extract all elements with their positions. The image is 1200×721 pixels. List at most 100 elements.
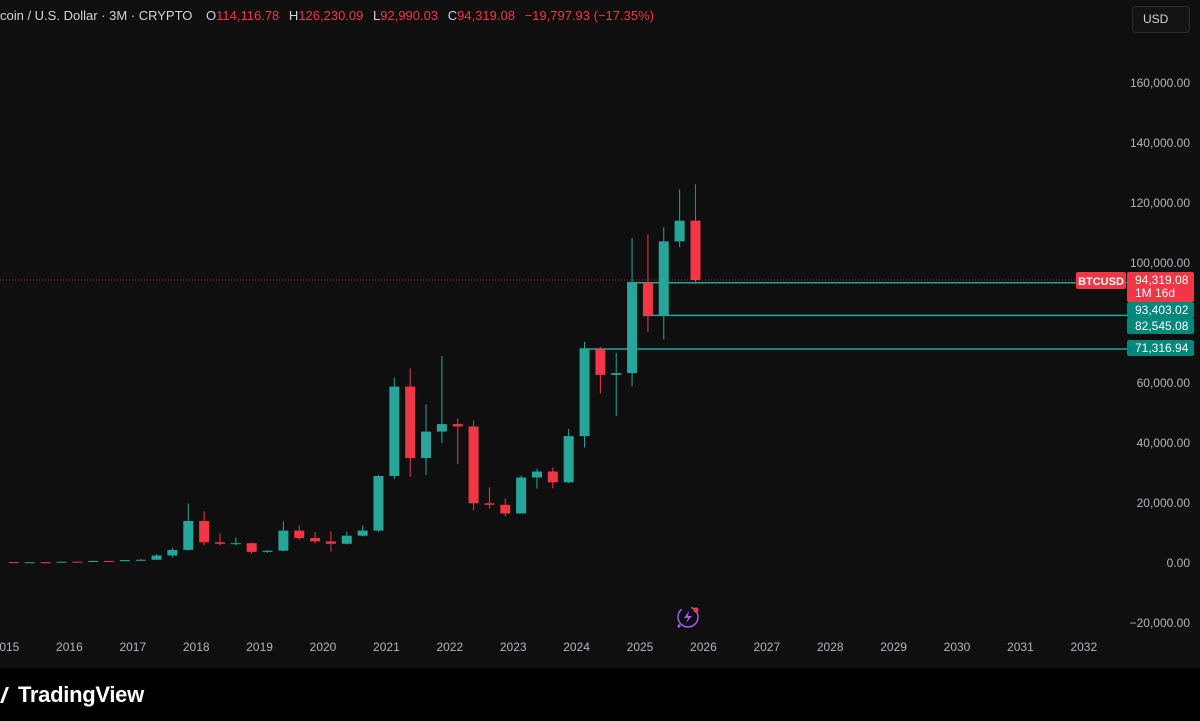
change-value: −19,797.93 (−17.35%) <box>524 8 654 23</box>
candle <box>230 537 241 546</box>
close-value: 94,319.08 <box>457 8 515 23</box>
x-tick-label: 2019 <box>246 640 273 654</box>
price-badge-bg <box>1127 272 1194 302</box>
candle <box>658 227 669 340</box>
price-badge: 94,319.08 <box>1135 273 1189 287</box>
candle <box>119 560 130 562</box>
candle <box>262 550 273 553</box>
candle <box>135 558 146 561</box>
footer-bar: TradingView <box>0 668 1200 721</box>
candle-body <box>436 424 447 432</box>
y-tick-label: 100,000.00 <box>1130 256 1190 270</box>
x-tick-label: 2020 <box>310 640 337 654</box>
candle-body <box>72 561 83 563</box>
candle-body <box>135 559 146 561</box>
y-tick-label: 120,000.00 <box>1130 196 1190 210</box>
candle <box>642 234 653 332</box>
candle-body <box>611 373 622 375</box>
candle-body <box>183 521 194 550</box>
candle <box>579 341 590 448</box>
open-value: 114,116.78 <box>216 8 280 23</box>
x-tick-label: 2021 <box>373 640 400 654</box>
line2-badge: 82,545.08 <box>1135 319 1189 333</box>
candle <box>8 562 19 564</box>
candle-body <box>199 521 210 543</box>
candle <box>595 347 606 394</box>
candle <box>199 511 210 546</box>
candle <box>389 377 400 479</box>
high-label: H <box>288 8 299 23</box>
candle-body <box>389 386 400 476</box>
candle-body <box>531 471 542 478</box>
x-tick-label: 2015 <box>0 640 20 654</box>
candles <box>8 184 701 564</box>
candle-body <box>452 424 463 427</box>
open-label: O <box>206 8 217 23</box>
y-tick-label: 40,000.00 <box>1137 436 1191 450</box>
candle <box>341 531 352 545</box>
candle <box>88 560 99 562</box>
candle <box>627 238 638 387</box>
candle <box>167 548 178 558</box>
candle-body <box>294 530 305 539</box>
currency-selector[interactable]: USD <box>1132 6 1190 33</box>
x-tick-label: 2026 <box>690 640 717 654</box>
y-tick-label: −20,000.00 <box>1130 616 1191 630</box>
x-tick-label: 2022 <box>436 640 463 654</box>
candle-body <box>214 542 225 544</box>
tradingview-logo[interactable]: TradingView <box>0 678 144 712</box>
candle <box>690 184 701 285</box>
x-tick-label: 2017 <box>119 640 146 654</box>
candle <box>452 418 463 465</box>
candle <box>56 561 67 563</box>
candle-body <box>310 538 321 542</box>
candle-body <box>563 436 574 483</box>
candle <box>436 356 447 443</box>
candle-body <box>674 220 685 242</box>
time-axis[interactable]: 2015 2016 2017 2018 2019 2020 2021 2022 2023 2024… <box>0 640 1097 654</box>
candle <box>611 353 622 416</box>
candle-body <box>373 476 384 531</box>
candle <box>484 487 495 509</box>
low-label: L <box>373 8 381 23</box>
candle <box>547 467 558 489</box>
x-tick-label: 2029 <box>880 640 907 654</box>
candle-body <box>325 541 336 544</box>
candle-body <box>468 426 479 504</box>
candle <box>151 554 162 560</box>
candle-body <box>88 560 99 562</box>
candle <box>468 420 479 511</box>
candle <box>294 525 305 540</box>
candle <box>104 560 115 562</box>
candle-body <box>484 503 495 505</box>
candle <box>674 189 685 248</box>
line2-badge-bg <box>1127 318 1194 334</box>
candle-body <box>24 562 35 564</box>
countdown-badge: 1M 16d <box>1135 286 1175 300</box>
x-tick-label: 2027 <box>753 640 780 654</box>
candle-body <box>579 349 590 437</box>
price-chart[interactable]: −20,000.00 0.00 20,000.00 40,000.00 60,000.0… <box>0 0 1200 668</box>
x-tick-label: 2023 <box>500 640 527 654</box>
candle-body <box>627 282 638 374</box>
candle <box>310 531 321 544</box>
line3-badge: 71,316.94 <box>1135 341 1189 355</box>
candle-body <box>421 431 432 458</box>
candle-body <box>690 220 701 281</box>
candle-body <box>167 549 178 556</box>
low-value: 92,990.03 <box>380 8 439 23</box>
price-badges: BTCUSD 94,319.08 1M 16d 93,403.02 82,545… <box>1076 272 1194 356</box>
x-tick-label: 2030 <box>944 640 971 654</box>
candle <box>421 404 432 476</box>
candle <box>214 533 225 546</box>
x-tick-label: 2018 <box>183 640 210 654</box>
candle <box>357 525 368 537</box>
candle-body <box>262 550 273 552</box>
candle <box>278 521 289 551</box>
candle <box>325 531 336 552</box>
symbol-legend: coin / U.S. Dollar · 3M · CRYPTO O114,11… <box>0 6 654 26</box>
ai-assistant-icon[interactable] <box>677 606 699 628</box>
candle-body <box>658 241 669 316</box>
tradingview-mark-icon <box>0 687 9 703</box>
candle-body <box>595 349 606 375</box>
